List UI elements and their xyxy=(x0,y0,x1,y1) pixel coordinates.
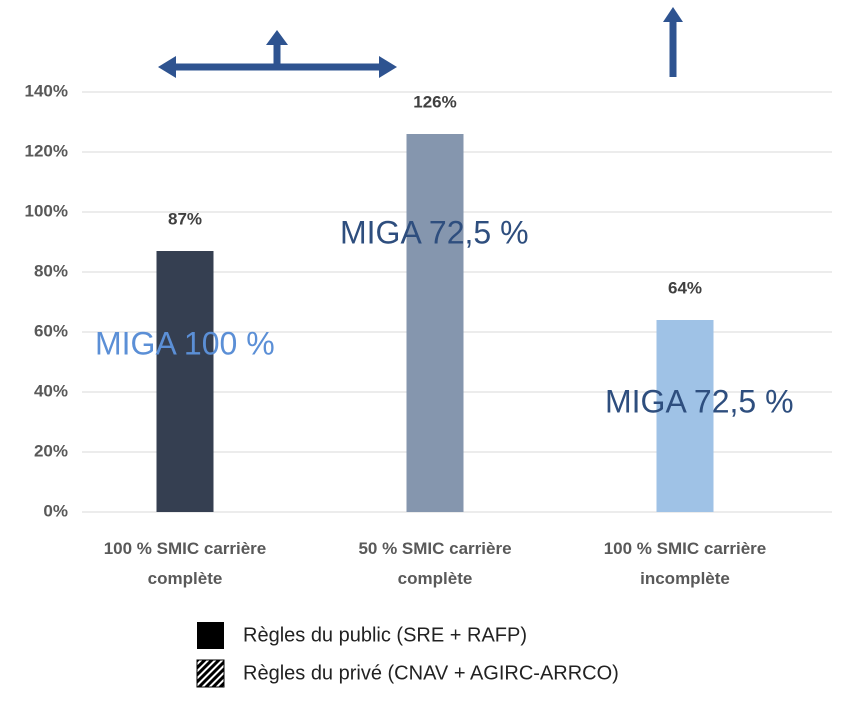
y-tick-label: 60% xyxy=(34,321,68,340)
bar xyxy=(406,134,464,512)
arrow-head xyxy=(379,56,397,78)
arrow-head xyxy=(266,30,288,45)
x-tick-label: 100 % SMIC carrière complète xyxy=(103,539,267,588)
y-tick-label: 0% xyxy=(43,501,68,520)
arrows xyxy=(158,7,683,78)
y-tick-label: 20% xyxy=(34,441,68,460)
bar xyxy=(156,251,214,512)
y-tick-label: 140% xyxy=(25,81,68,100)
legend-swatch xyxy=(196,659,225,688)
arrow-head xyxy=(158,56,176,78)
value-label: 64% xyxy=(668,278,702,297)
value-label: 87% xyxy=(168,209,202,228)
annotation: MIGA 72,5 % xyxy=(605,383,794,419)
legend-label: Règles du public (SRE + RAFP) xyxy=(243,624,527,646)
legend-label: Règles du privé (CNAV + AGIRC-ARRCO) xyxy=(243,662,619,684)
y-tick-label: 120% xyxy=(25,141,68,160)
y-tick-label: 100% xyxy=(25,201,68,220)
annotation: MIGA 72,5 % xyxy=(340,214,529,250)
y-tick-label: 80% xyxy=(34,261,68,280)
annotation: MIGA 100 % xyxy=(95,325,275,361)
x-tick-label: 50 % SMIC carrière complète xyxy=(358,539,512,588)
legend-swatch xyxy=(197,622,224,649)
value-label: 126% xyxy=(413,92,456,111)
y-tick-label: 40% xyxy=(34,381,68,400)
x-tick-label: 100 % SMIC carrière incomplète xyxy=(603,539,767,588)
bar xyxy=(656,320,714,512)
arrow-head xyxy=(663,7,683,22)
